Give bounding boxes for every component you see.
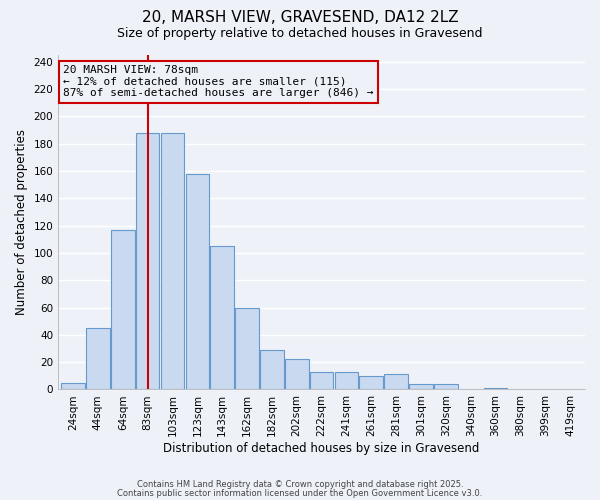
Bar <box>335 372 358 390</box>
X-axis label: Distribution of detached houses by size in Gravesend: Distribution of detached houses by size … <box>163 442 480 455</box>
Bar <box>161 133 184 390</box>
Bar <box>136 133 160 390</box>
Bar <box>111 230 134 390</box>
Bar <box>211 246 234 390</box>
Text: 20 MARSH VIEW: 78sqm
← 12% of detached houses are smaller (115)
87% of semi-deta: 20 MARSH VIEW: 78sqm ← 12% of detached h… <box>64 65 374 98</box>
Bar <box>310 372 334 390</box>
Y-axis label: Number of detached properties: Number of detached properties <box>15 129 28 315</box>
Bar <box>434 384 458 390</box>
Text: Size of property relative to detached houses in Gravesend: Size of property relative to detached ho… <box>117 28 483 40</box>
Text: Contains public sector information licensed under the Open Government Licence v3: Contains public sector information licen… <box>118 490 482 498</box>
Bar <box>359 376 383 390</box>
Bar <box>484 388 508 390</box>
Bar <box>409 384 433 390</box>
Bar <box>86 328 110 390</box>
Bar <box>61 382 85 390</box>
Text: Contains HM Land Registry data © Crown copyright and database right 2025.: Contains HM Land Registry data © Crown c… <box>137 480 463 489</box>
Bar <box>285 360 308 390</box>
Text: 20, MARSH VIEW, GRAVESEND, DA12 2LZ: 20, MARSH VIEW, GRAVESEND, DA12 2LZ <box>142 10 458 25</box>
Bar <box>235 308 259 390</box>
Bar <box>185 174 209 390</box>
Bar <box>260 350 284 390</box>
Bar <box>385 374 408 390</box>
